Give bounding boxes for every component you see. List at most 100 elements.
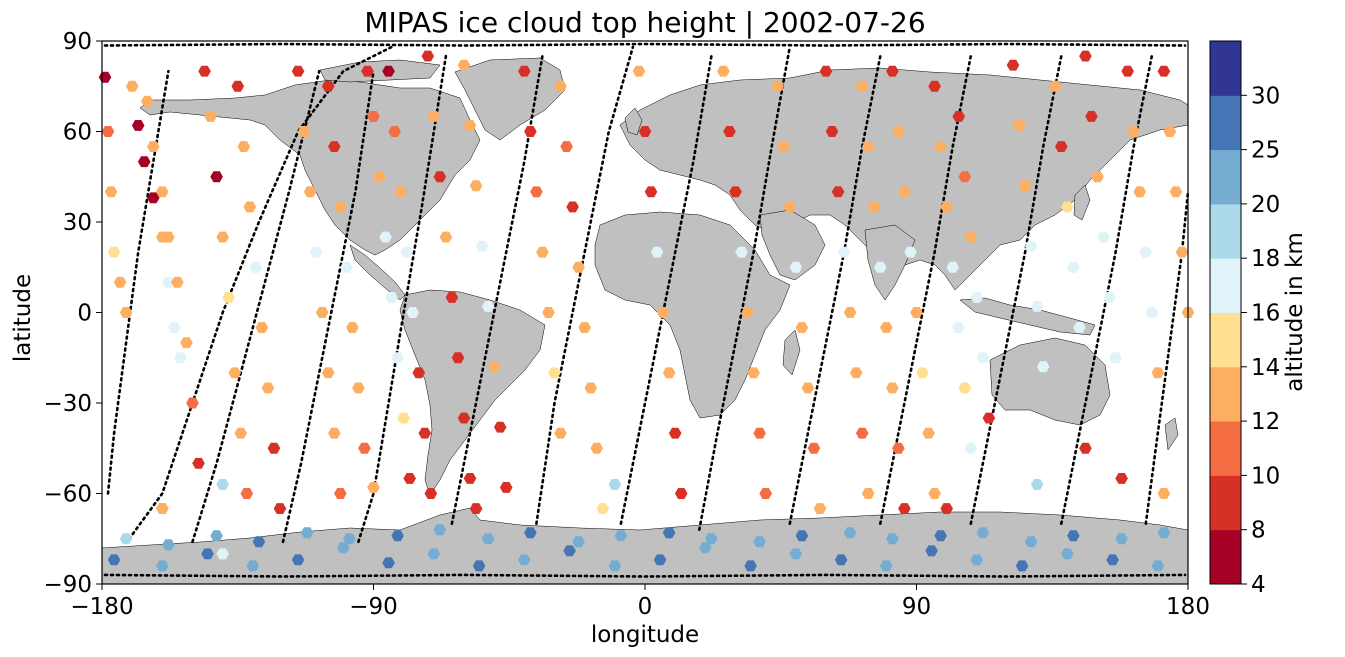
data-point [964,442,978,454]
data-point [255,322,269,333]
data-point [481,301,495,312]
data-point [1151,367,1165,379]
data-point [940,201,953,213]
data-point [391,530,404,542]
data-point [952,111,965,122]
data-point [662,527,676,539]
data-point [1036,361,1050,373]
data-point [1085,111,1098,122]
data-point [759,488,772,499]
data-point [140,95,154,107]
data-point [717,65,730,77]
data-point [475,240,489,252]
data-point [427,111,441,122]
data-point [1133,186,1146,198]
land-eurasia [619,67,1189,291]
colorbar-tick-label: 20 [1251,192,1280,218]
y-tick-label: 90 [63,29,92,55]
data-point [572,536,585,548]
data-point [958,382,972,394]
data-point [590,442,603,454]
data-point [174,352,187,364]
data-point [394,186,407,198]
data-point [940,503,953,514]
data-point [171,276,184,288]
data-point [427,548,441,560]
data-point [1109,352,1122,364]
data-point [101,126,115,137]
land-north-america [139,79,481,256]
y-tick-label: −30 [43,391,92,417]
data-point [406,307,419,318]
data-point [487,361,501,373]
colorbar-tick-label: 8 [1251,518,1266,544]
orbit-track [969,54,1063,526]
data-point [457,412,471,424]
data-point [156,503,169,514]
x-tick-label: 90 [902,594,931,620]
data-point [147,141,160,152]
y-tick-label: −60 [43,482,92,508]
data-point [825,126,839,137]
data-point [1106,554,1119,566]
data-point [886,533,899,545]
land-new-zealand [1164,417,1179,451]
data-point [168,322,181,333]
data-point [958,171,972,183]
data-point [837,246,851,258]
y-tick-label: 60 [63,120,92,146]
data-point [249,261,263,273]
data-point [653,554,667,566]
data-point [880,560,893,572]
orbit-track [281,69,375,544]
colorbar-segment [1210,95,1241,151]
data-point [162,231,175,243]
data-point [1015,560,1029,572]
data-point [358,442,371,454]
data-point [216,548,229,560]
data-point [801,382,815,394]
data-point [1151,560,1165,572]
data-point [1121,65,1134,77]
data-point [1097,231,1110,243]
data-point [1175,246,1189,258]
data-point [572,261,585,273]
y-axis: 90 60 30 0 −30 −60 −90 [43,29,102,598]
x-axis: −180 −90 0 90 180 [70,584,1210,620]
data-point [463,120,477,131]
data-point [976,527,990,539]
data-point [892,126,905,137]
data-point [1073,322,1086,333]
orbit-track [103,42,1187,47]
colorbar-tick-label: 30 [1251,83,1280,109]
data-point [614,530,628,542]
data-point [916,367,929,379]
data-point [668,427,682,439]
data-point [216,479,229,490]
data-points [98,50,1195,572]
data-point [328,427,341,439]
data-point [699,542,712,554]
colorbar-segment [1210,149,1241,205]
data-point [261,382,275,394]
colorbar-tick-label: 25 [1251,138,1280,164]
land-japan [1073,184,1091,221]
land-indonesia [959,297,1096,336]
colorbar-tick-label: 14 [1251,355,1280,381]
data-point [343,533,356,545]
data-point [210,530,223,542]
data-point [481,533,495,545]
data-point [439,231,453,243]
data-point [1024,536,1038,548]
data-point [297,126,311,137]
data-point [744,560,757,572]
data-point [723,126,736,137]
land-india [864,224,916,301]
orbit-track [127,45,393,541]
data-point [608,560,622,572]
data-point [403,473,416,484]
data-point [886,382,899,394]
data-point [584,382,597,394]
data-point [934,141,947,152]
y-tick-label: 0 [77,301,92,327]
